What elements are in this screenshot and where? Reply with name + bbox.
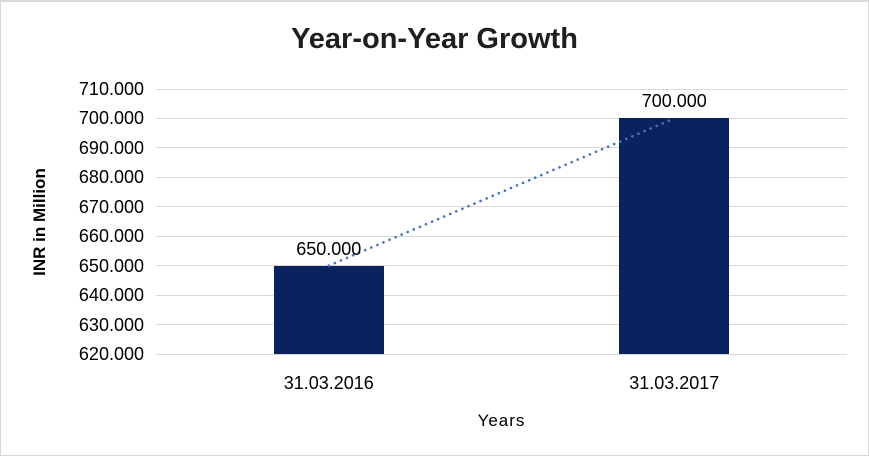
data-label: 700.000 xyxy=(641,91,707,112)
gridline xyxy=(156,353,847,355)
gridline xyxy=(156,88,847,90)
y-axis-tick-label: 640.000 xyxy=(78,285,144,306)
gridline xyxy=(156,206,847,208)
x-axis-tick-label: 31.03.2016 xyxy=(283,373,374,393)
y-axis-tick-label: 620.000 xyxy=(78,344,144,364)
gridline xyxy=(156,117,847,119)
data-label: 650.000 xyxy=(296,238,362,259)
gridline xyxy=(156,147,847,149)
y-axis-tick-label: 690.000 xyxy=(78,137,144,158)
gridline xyxy=(156,235,847,237)
y-axis-tick-label: 670.000 xyxy=(78,196,144,217)
y-axis-tick-label: 710.000 xyxy=(78,79,144,99)
gridline xyxy=(156,294,847,296)
y-axis-tick-label: 700.000 xyxy=(78,108,144,129)
x-axis-title: Years xyxy=(477,411,526,430)
x-axis-tick-label: 31.03.2017 xyxy=(629,373,720,393)
chart-title: Year-on-Year Growth xyxy=(291,23,578,55)
bar xyxy=(619,118,730,354)
bar xyxy=(273,265,384,354)
y-axis-tick-label: 680.000 xyxy=(78,167,144,188)
gridline xyxy=(156,176,847,178)
y-axis-tick-label: 650.000 xyxy=(78,255,144,276)
y-axis-tick-label: 660.000 xyxy=(78,226,144,247)
gridline xyxy=(156,324,847,326)
y-axis-tick-label: 630.000 xyxy=(78,314,144,335)
gridline xyxy=(156,265,847,267)
